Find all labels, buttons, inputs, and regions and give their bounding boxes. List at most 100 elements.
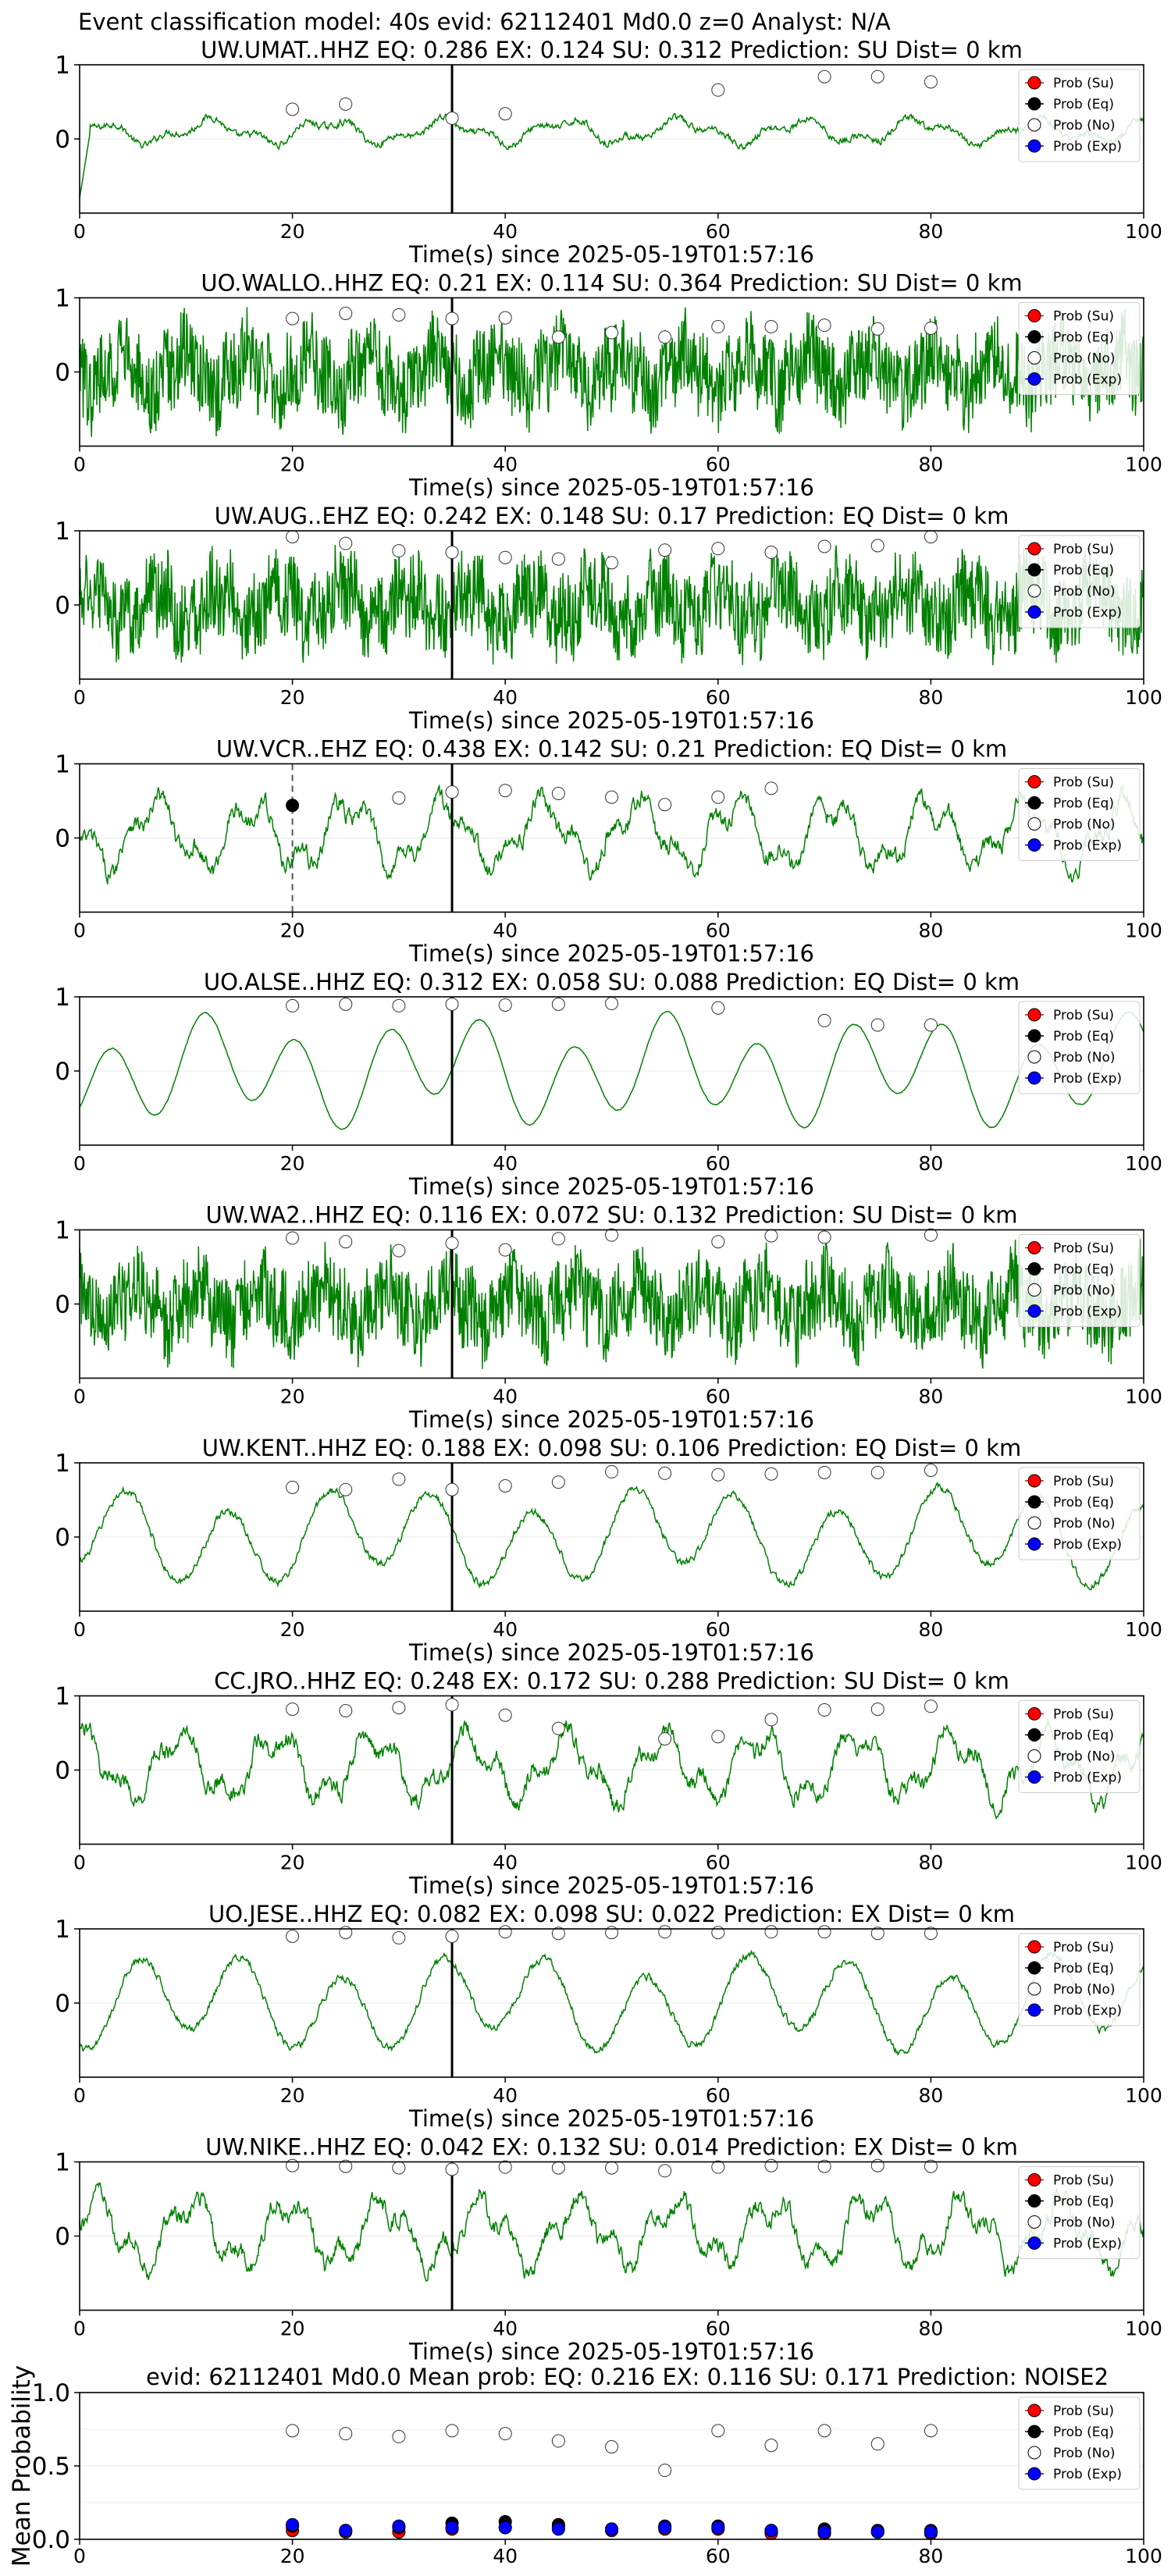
prob-no-point <box>445 785 459 799</box>
prob-no-point <box>711 1926 725 1940</box>
prob-no-point <box>711 2160 725 2174</box>
mean-point-probexp <box>658 2521 672 2535</box>
prob-no-point <box>817 1465 831 1479</box>
legend-label: Prob (No) <box>1053 1749 1116 1765</box>
x-tick-label: 80 <box>918 686 943 709</box>
legend-marker <box>1027 1749 1041 1763</box>
y-tick-label: 1 <box>55 285 70 313</box>
x-tick-label: 40 <box>493 2318 518 2340</box>
prob-no-point <box>764 320 778 334</box>
x-axis-label: Time(s) since 2025-05-19T01:57:16 <box>408 707 814 734</box>
waveform-trace <box>79 112 1144 199</box>
subplot-3: UW.AUG..EHZ EQ: 0.242 EX: 0.148 SU: 0.17… <box>55 503 1162 734</box>
x-tick-label: 40 <box>493 1386 518 1408</box>
x-tick-label: 0 <box>73 686 86 709</box>
prob-no-point <box>392 1472 406 1486</box>
prob-no-point <box>817 1925 831 1939</box>
prob-no-point <box>498 1478 512 1493</box>
x-tick-label: 60 <box>706 220 731 243</box>
x-tick-label: 100 <box>1125 454 1162 476</box>
x-tick-label: 40 <box>493 2084 518 2107</box>
x-tick-label: 40 <box>493 1152 518 1175</box>
x-tick-label: 80 <box>918 220 943 243</box>
x-tick-label: 60 <box>706 1386 731 1408</box>
x-tick-label: 80 <box>918 2318 943 2340</box>
x-tick-label: 20 <box>280 454 305 476</box>
prob-no-point <box>445 1930 459 1943</box>
prob-no-point <box>924 1464 938 1477</box>
y-tick-label: 1 <box>55 1217 70 1245</box>
legend-marker <box>1027 1770 1041 1784</box>
x-tick-label: 40 <box>493 1852 518 1874</box>
x-tick-label: 100 <box>1125 2545 1162 2567</box>
mean-point-probno <box>551 2434 565 2448</box>
mean-point-probexp <box>605 2522 618 2536</box>
prob-no-point <box>392 791 406 805</box>
prob-no-point <box>924 1927 938 1941</box>
legend-marker <box>1027 372 1041 386</box>
legend-label: Prob (No) <box>1053 351 1116 367</box>
x-tick-label: 0 <box>73 920 86 942</box>
x-axis-label: Time(s) since 2025-05-19T01:57:16 <box>408 1173 814 1200</box>
legend-marker <box>1027 309 1041 322</box>
subplot-title: UW.UMAT..HHZ EQ: 0.286 EX: 0.124 SU: 0.3… <box>201 37 1023 63</box>
mean-point-probexp <box>764 2524 778 2538</box>
x-axis-label: Time(s) since 2025-05-19T01:57:16 <box>408 475 814 501</box>
prob-no-point <box>605 790 618 804</box>
prob-no-point <box>870 1927 884 1941</box>
x-tick-label: 60 <box>706 454 731 476</box>
prob-no-point <box>711 320 725 334</box>
legend-label: Prob (Exp) <box>1053 372 1122 388</box>
legend-label: Prob (No) <box>1053 1050 1116 1066</box>
legend-label: Prob (Su) <box>1053 1008 1114 1023</box>
mean-point-probexp <box>392 2519 406 2533</box>
prob-no-point <box>658 543 672 557</box>
y-tick-label: 1 <box>55 1683 70 1711</box>
mean-point-probno <box>711 2424 725 2438</box>
prob-no-point <box>286 311 300 326</box>
x-tick-label: 80 <box>918 1618 943 1641</box>
subplot-title: UO.ALSE..HHZ EQ: 0.312 EX: 0.058 SU: 0.0… <box>204 969 1020 995</box>
x-axis-label: Time(s) since 2025-05-19T01:57:16 <box>408 1407 814 1433</box>
prob-no-point <box>445 111 459 125</box>
legend-marker <box>1027 330 1041 343</box>
prob-no-point <box>339 1926 353 1940</box>
legend-marker <box>1027 1029 1041 1043</box>
waveform-trace <box>79 1010 1144 1130</box>
prob-no-point <box>870 1703 884 1717</box>
legend-box <box>1018 1234 1141 1327</box>
prob-no-point <box>817 539 831 553</box>
prob-no-point <box>870 2158 884 2172</box>
subplot-8: CC.JRO..HHZ EQ: 0.248 EX: 0.172 SU: 0.28… <box>55 1668 1162 1899</box>
legend-box <box>1018 302 1141 395</box>
legend-marker <box>1027 563 1041 577</box>
x-tick-label: 40 <box>493 1618 518 1641</box>
subplot-11: evid: 62112401 Md0.0 Mean prob: EQ: 0.21… <box>8 2364 1162 2567</box>
prob-no-point <box>392 544 406 558</box>
x-tick-label: 100 <box>1125 2318 1162 2340</box>
x-tick-label: 60 <box>706 2545 731 2567</box>
legend-marker <box>1027 76 1041 90</box>
legend-label: Prob (Exp) <box>1053 139 1122 155</box>
legend-box <box>1018 1467 1141 1560</box>
x-tick-label: 60 <box>706 2318 731 2340</box>
legend-label: Prob (Su) <box>1053 1940 1114 1955</box>
mean-point-probexp <box>286 2517 300 2532</box>
x-tick-label: 20 <box>280 2545 305 2567</box>
x-axis-label: Time(s) since 2025-05-19T01:57:16 <box>408 1639 814 1666</box>
x-axis-label: Time(s) since 2025-05-19T01:57:16 <box>408 2105 814 2132</box>
subplot-title: UW.AUG..EHZ EQ: 0.242 EX: 0.148 SU: 0.17… <box>215 503 1009 529</box>
x-tick-label: 100 <box>1125 2084 1162 2107</box>
x-tick-label: 40 <box>493 454 518 476</box>
x-tick-label: 80 <box>918 1852 943 1874</box>
prob-no-point <box>392 308 406 322</box>
legend-label: Prob (No) <box>1053 1982 1116 1998</box>
legend-marker <box>1027 1262 1041 1276</box>
mean-point-probno <box>445 2424 459 2438</box>
y-tick-label: 0 <box>55 1291 70 1319</box>
x-tick-label: 20 <box>280 686 305 709</box>
prob-no-point <box>817 1230 831 1244</box>
legend-label: Prob (Eq) <box>1053 1262 1114 1278</box>
legend-label: Prob (Eq) <box>1053 796 1114 812</box>
